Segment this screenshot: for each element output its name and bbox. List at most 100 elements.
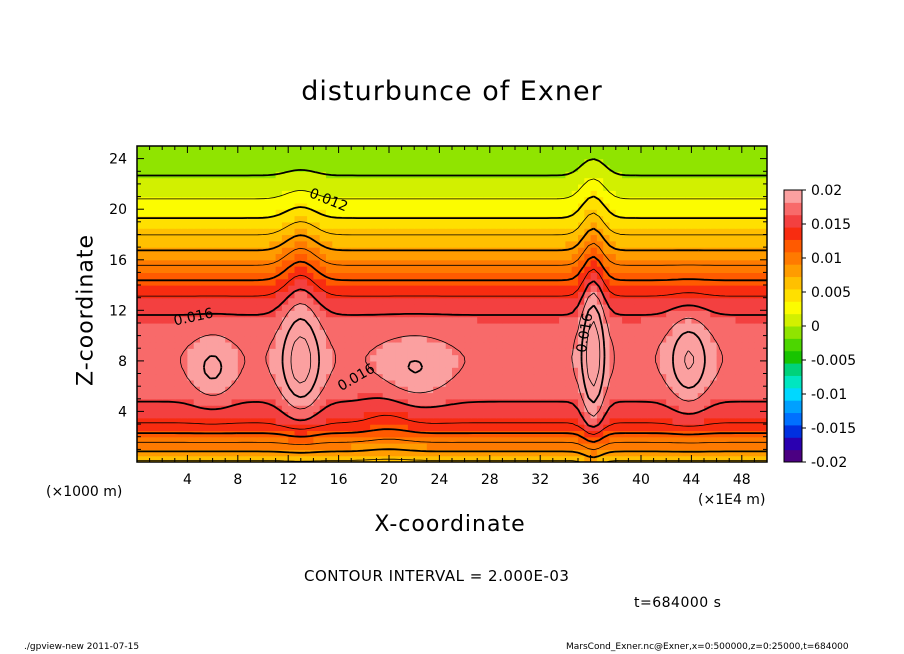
heatmap-cell [470,291,478,299]
heatmap-cell [275,449,283,457]
heatmap-cell [716,234,724,242]
heatmap-cell [294,152,302,160]
heatmap-cell [149,190,157,198]
heatmap-cell [137,272,144,280]
heatmap-cell [552,348,560,356]
heatmap-cell [464,405,472,413]
heatmap-cell [281,348,289,356]
heatmap-cell [754,304,762,311]
heatmap-cell [344,202,352,210]
heatmap-cell [313,430,321,438]
heatmap-cell [206,392,214,400]
heatmap-cell [502,177,510,185]
heatmap-cell [149,285,157,292]
heatmap-cell [641,310,648,318]
heatmap-cell [319,398,327,406]
heatmap-cell [609,322,617,330]
heatmap-cell [351,253,359,261]
heatmap-cell [628,386,636,394]
heatmap-cell [168,266,176,273]
heatmap-cell [319,411,327,419]
heatmap-cell [174,228,182,236]
heatmap-cell [647,196,655,204]
heatmap-cell [250,436,258,444]
heatmap-cell [578,417,585,425]
heatmap-cell [351,259,359,267]
heatmap-cell [508,152,516,160]
heatmap-cell [722,183,730,191]
heatmap-cell [332,348,340,356]
heatmap-cell [395,379,403,387]
heatmap-cell [578,278,585,286]
heatmap-cell [678,158,686,166]
heatmap-cell [338,329,346,337]
heatmap-cell [420,354,428,362]
heatmap-cell [250,228,258,236]
heatmap-cell [389,424,396,431]
heatmap-cell [710,405,718,413]
heatmap-cell [313,234,321,242]
heatmap-cell [445,158,453,166]
heatmap-cell [313,417,321,425]
heatmap-cell [395,424,403,431]
heatmap-cell [281,164,289,172]
heatmap-cell [307,228,314,236]
heatmap-cell [634,183,642,191]
heatmap-cell [452,316,459,324]
heatmap-cell [363,266,371,273]
heatmap-cell [704,455,711,462]
heatmap-cell [168,158,176,166]
heatmap-cell [344,443,352,450]
heatmap-cell [294,348,302,356]
heatmap-cell [193,304,201,311]
heatmap-cell [414,367,422,375]
heatmap-cell [168,183,176,191]
heatmap-cell [653,177,661,185]
heatmap-cell [212,291,220,299]
heatmap-cell [326,322,333,330]
heatmap-cell [225,335,233,343]
heatmap-cell [313,354,321,362]
heatmap-cell [269,436,277,444]
heatmap-cell [269,228,277,236]
heatmap-cell [622,348,629,356]
heatmap-cell [571,411,579,419]
heatmap-cell [615,386,623,394]
heatmap-cell [603,202,611,210]
heatmap-cell [351,386,359,394]
heatmap-cell [697,202,705,210]
heatmap-cell [603,190,611,198]
heatmap-cell [590,304,598,311]
heatmap-cell [609,291,617,299]
heatmap-cell [477,348,485,356]
heatmap-cell [722,417,730,425]
heatmap-cell [237,417,245,425]
heatmap-cell [735,202,743,210]
heatmap-cell [659,411,667,419]
heatmap-cell [288,354,296,362]
heatmap-cell [395,354,403,362]
heatmap-cell [401,266,409,273]
heatmap-cell [672,266,680,273]
heatmap-cell [300,304,308,311]
heatmap-cell [420,417,428,425]
heatmap-cell [370,158,377,166]
heatmap-cell [212,304,220,311]
heatmap-cell [288,228,296,236]
heatmap-cell [603,285,611,292]
heatmap-cell [647,341,655,349]
heatmap-cell [155,316,163,324]
heatmap-cell [622,190,629,198]
heatmap-cell [420,177,428,185]
heatmap-cell [672,272,680,280]
heatmap-cell [244,183,251,191]
heatmap-cell [168,253,176,261]
heatmap-cell [546,424,554,431]
heatmap-cell [395,228,403,236]
heatmap-cell [313,221,321,229]
heatmap-cell [162,266,170,273]
heatmap-cell [332,202,340,210]
heatmap-cell [609,253,617,261]
heatmap-cell [256,341,264,349]
heatmap-cell [263,285,270,292]
